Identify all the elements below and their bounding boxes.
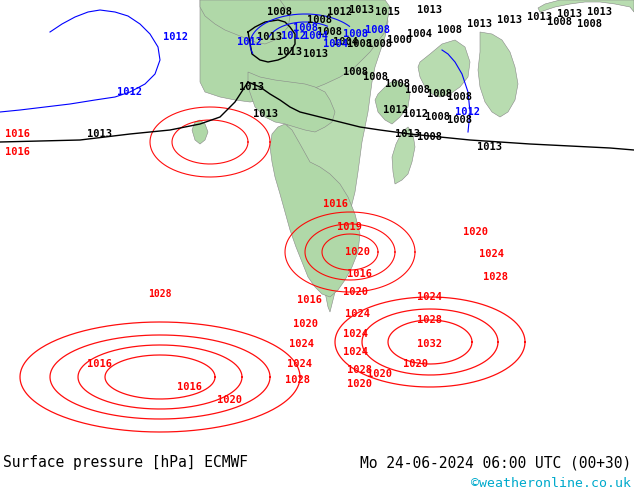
Text: 1008: 1008 bbox=[365, 25, 391, 35]
Text: 1024: 1024 bbox=[342, 347, 368, 357]
Polygon shape bbox=[392, 127, 415, 184]
Text: 1004: 1004 bbox=[323, 39, 347, 49]
Polygon shape bbox=[200, 0, 290, 44]
Text: 1016: 1016 bbox=[347, 269, 373, 279]
Text: 1020: 1020 bbox=[368, 369, 392, 379]
Text: 1028: 1028 bbox=[285, 375, 311, 385]
Text: 1013: 1013 bbox=[477, 142, 503, 152]
Polygon shape bbox=[248, 72, 335, 132]
Text: 1020: 1020 bbox=[347, 379, 373, 389]
Text: 1008: 1008 bbox=[342, 67, 368, 77]
Text: 1016: 1016 bbox=[87, 359, 112, 369]
Text: 1016: 1016 bbox=[6, 129, 30, 139]
Text: Mo 24-06-2024 06:00 UTC (00+30): Mo 24-06-2024 06:00 UTC (00+30) bbox=[359, 455, 631, 470]
Text: 1024: 1024 bbox=[479, 249, 505, 259]
Text: 1032: 1032 bbox=[418, 339, 443, 349]
Text: 1008: 1008 bbox=[427, 89, 453, 99]
Text: 1028: 1028 bbox=[482, 272, 507, 282]
Polygon shape bbox=[418, 40, 470, 97]
Text: 1012: 1012 bbox=[162, 32, 188, 42]
Text: 1020: 1020 bbox=[292, 319, 318, 329]
Text: 1008: 1008 bbox=[318, 27, 342, 37]
Text: 1020: 1020 bbox=[342, 287, 368, 297]
Text: 1012: 1012 bbox=[455, 107, 481, 117]
Text: 1013: 1013 bbox=[418, 5, 443, 15]
Text: 1004: 1004 bbox=[408, 29, 432, 39]
Text: 1012: 1012 bbox=[238, 37, 262, 47]
Text: Surface pressure [hPa] ECMWF: Surface pressure [hPa] ECMWF bbox=[3, 455, 248, 470]
Text: 1008: 1008 bbox=[448, 92, 472, 102]
Text: 1013: 1013 bbox=[527, 12, 552, 22]
Text: 1013: 1013 bbox=[240, 82, 264, 92]
Text: 1016: 1016 bbox=[297, 295, 323, 305]
Text: 1012: 1012 bbox=[403, 109, 427, 119]
Text: 1000: 1000 bbox=[387, 35, 413, 45]
Text: 1024: 1024 bbox=[290, 339, 314, 349]
Polygon shape bbox=[270, 124, 360, 297]
Text: 1012: 1012 bbox=[280, 31, 306, 41]
Text: 1024: 1024 bbox=[346, 309, 370, 319]
Text: 1008: 1008 bbox=[406, 85, 430, 95]
Text: 1013: 1013 bbox=[252, 109, 278, 119]
Text: 1028: 1028 bbox=[347, 365, 373, 375]
Text: 1008: 1008 bbox=[342, 29, 368, 39]
Text: 1013: 1013 bbox=[87, 129, 112, 139]
Text: 1016: 1016 bbox=[6, 147, 30, 157]
Text: 1004: 1004 bbox=[332, 37, 358, 47]
Polygon shape bbox=[478, 32, 518, 117]
Text: 1013: 1013 bbox=[557, 9, 583, 19]
Text: 1024: 1024 bbox=[418, 292, 443, 302]
Text: 1020: 1020 bbox=[462, 227, 488, 237]
Text: 1008: 1008 bbox=[425, 112, 451, 122]
Text: 1015: 1015 bbox=[375, 7, 401, 17]
Text: 1013: 1013 bbox=[302, 49, 328, 59]
Text: 1008: 1008 bbox=[307, 15, 332, 25]
Text: 1020: 1020 bbox=[217, 395, 242, 405]
Polygon shape bbox=[538, 0, 634, 12]
Polygon shape bbox=[375, 80, 410, 124]
Text: 1008: 1008 bbox=[548, 17, 573, 27]
Text: 1013: 1013 bbox=[349, 5, 375, 15]
Text: 1013: 1013 bbox=[278, 47, 302, 57]
Text: 1020: 1020 bbox=[346, 247, 370, 257]
Text: 1008: 1008 bbox=[385, 79, 410, 89]
Text: 1013: 1013 bbox=[257, 32, 283, 42]
Text: 1008: 1008 bbox=[448, 115, 472, 125]
Text: 1019: 1019 bbox=[337, 222, 363, 232]
Text: 1020: 1020 bbox=[403, 359, 427, 369]
Text: 1013: 1013 bbox=[396, 129, 420, 139]
Text: ©weatheronline.co.uk: ©weatheronline.co.uk bbox=[471, 477, 631, 490]
Text: 1008: 1008 bbox=[368, 39, 392, 49]
Polygon shape bbox=[192, 120, 208, 144]
Text: 1012: 1012 bbox=[328, 7, 353, 17]
Text: 1008: 1008 bbox=[292, 23, 318, 33]
Polygon shape bbox=[200, 0, 390, 102]
Text: 1004: 1004 bbox=[302, 31, 328, 41]
Text: 1013: 1013 bbox=[467, 19, 493, 29]
Text: 1008: 1008 bbox=[363, 72, 387, 82]
Text: 1024: 1024 bbox=[287, 359, 313, 369]
Text: 1013: 1013 bbox=[588, 7, 612, 17]
Polygon shape bbox=[200, 0, 388, 312]
Text: 1008: 1008 bbox=[268, 7, 292, 17]
Text: 1028: 1028 bbox=[418, 315, 443, 325]
Text: 1012: 1012 bbox=[117, 87, 143, 97]
Text: 1013: 1013 bbox=[498, 15, 522, 25]
Text: 1016: 1016 bbox=[178, 382, 202, 392]
Text: 1008: 1008 bbox=[418, 132, 443, 142]
Text: 1028: 1028 bbox=[148, 289, 172, 299]
Text: 1008: 1008 bbox=[347, 39, 373, 49]
Text: 1008: 1008 bbox=[578, 19, 602, 29]
Text: 1008: 1008 bbox=[437, 25, 462, 35]
Text: 1012: 1012 bbox=[382, 105, 408, 115]
Text: 1024: 1024 bbox=[342, 329, 368, 339]
Text: 1016: 1016 bbox=[323, 199, 347, 209]
